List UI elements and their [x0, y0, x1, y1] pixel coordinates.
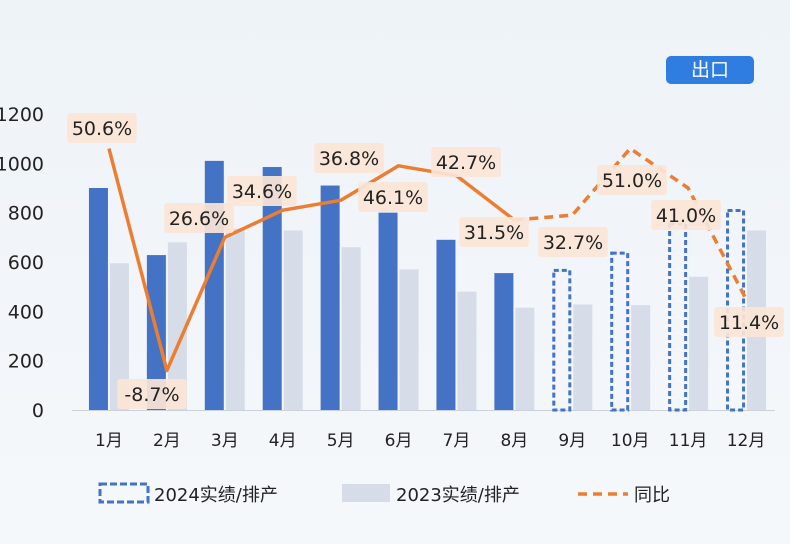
bar-2023: [399, 269, 419, 410]
x-tick-label: 12月: [727, 431, 766, 451]
yoy-data-label: 46.1%: [363, 187, 423, 209]
x-tick-label: 10月: [611, 431, 650, 451]
bar-2024: [204, 160, 224, 410]
x-tick-label: 7月: [443, 431, 471, 451]
bar-2023: [283, 230, 303, 410]
yoy-data-label: 26.6%: [169, 208, 229, 230]
yoy-data-label-box: [538, 227, 608, 257]
yoy-data-label-box: [714, 307, 784, 337]
x-tick-label: 1月: [95, 431, 123, 451]
x-tick-label: 6月: [385, 431, 413, 451]
bar-2023: [631, 305, 651, 410]
x-tick-label: 9月: [558, 431, 586, 451]
bar-2023: [457, 291, 477, 410]
yoy-data-label: 51.0%: [602, 170, 662, 192]
y-tick-label: 1200: [0, 104, 44, 126]
yoy-data-label: 32.7%: [543, 232, 603, 254]
export-badge: 出口: [666, 56, 754, 84]
yoy-data-label: 34.6%: [232, 181, 292, 203]
bar-2023: [573, 304, 593, 410]
bar-2024: [88, 188, 108, 410]
yoy-data-label: -8.7%: [124, 384, 179, 406]
bar-2024-projected: [668, 222, 688, 412]
y-tick-label: 600: [8, 252, 44, 274]
bar-2024: [320, 185, 340, 410]
bar-2023: [515, 307, 535, 410]
yoy-data-label: 50.6%: [72, 118, 132, 140]
bar-2023: [341, 247, 361, 410]
x-tick-label: 3月: [211, 431, 239, 451]
bar-2024: [378, 212, 398, 410]
legend-swatch-2023: [342, 484, 390, 502]
legend-label-2024: 2024实绩/排产: [154, 485, 278, 506]
yoy-data-label-box: [314, 143, 384, 173]
yoy-data-label-box: [431, 147, 501, 177]
legend-label-2023: 2023实绩/排产: [396, 485, 520, 506]
x-tick-label: 11月: [669, 431, 708, 451]
yoy-data-label: 41.0%: [656, 205, 716, 227]
y-tick-label: 400: [8, 301, 44, 323]
yoy-data-label-box: [597, 165, 667, 195]
yoy-data-label-box: [459, 217, 529, 247]
bar-2023: [225, 228, 245, 410]
bar-2023: [167, 242, 187, 410]
x-tick-label: 2月: [153, 431, 181, 451]
bar-2024-projected: [552, 268, 572, 412]
yoy-data-label-box: [164, 203, 234, 233]
y-tick-label: 0: [32, 400, 44, 422]
yoy-data-label-box: [227, 176, 297, 206]
yoy-data-label-box: [358, 182, 428, 212]
x-tick-label: 5月: [327, 431, 355, 451]
bar-2023: [689, 276, 709, 410]
yoy-data-label-box: [651, 200, 721, 230]
y-tick-label: 800: [8, 203, 44, 225]
y-tick-label: 1000: [0, 153, 44, 175]
y-tick-label: 200: [8, 351, 44, 373]
bar-2024-projected: [610, 251, 630, 412]
x-tick-label: 8月: [500, 431, 528, 451]
legend-swatch-2024: [98, 482, 150, 504]
bar-2024: [436, 239, 456, 410]
yoy-data-label: 11.4%: [719, 312, 779, 334]
bar-2024: [494, 273, 514, 410]
bar-2024: [262, 167, 282, 410]
yoy-data-label: 42.7%: [436, 152, 496, 174]
yoy-data-label-box: [67, 113, 137, 143]
yoy-data-label: 31.5%: [464, 222, 524, 244]
legend-label-yoy: 同比: [634, 485, 670, 506]
yoy-data-label-box: [117, 379, 187, 409]
yoy-data-label: 36.8%: [319, 148, 379, 170]
x-tick-label: 4月: [269, 431, 297, 451]
bar-2023: [109, 263, 129, 410]
